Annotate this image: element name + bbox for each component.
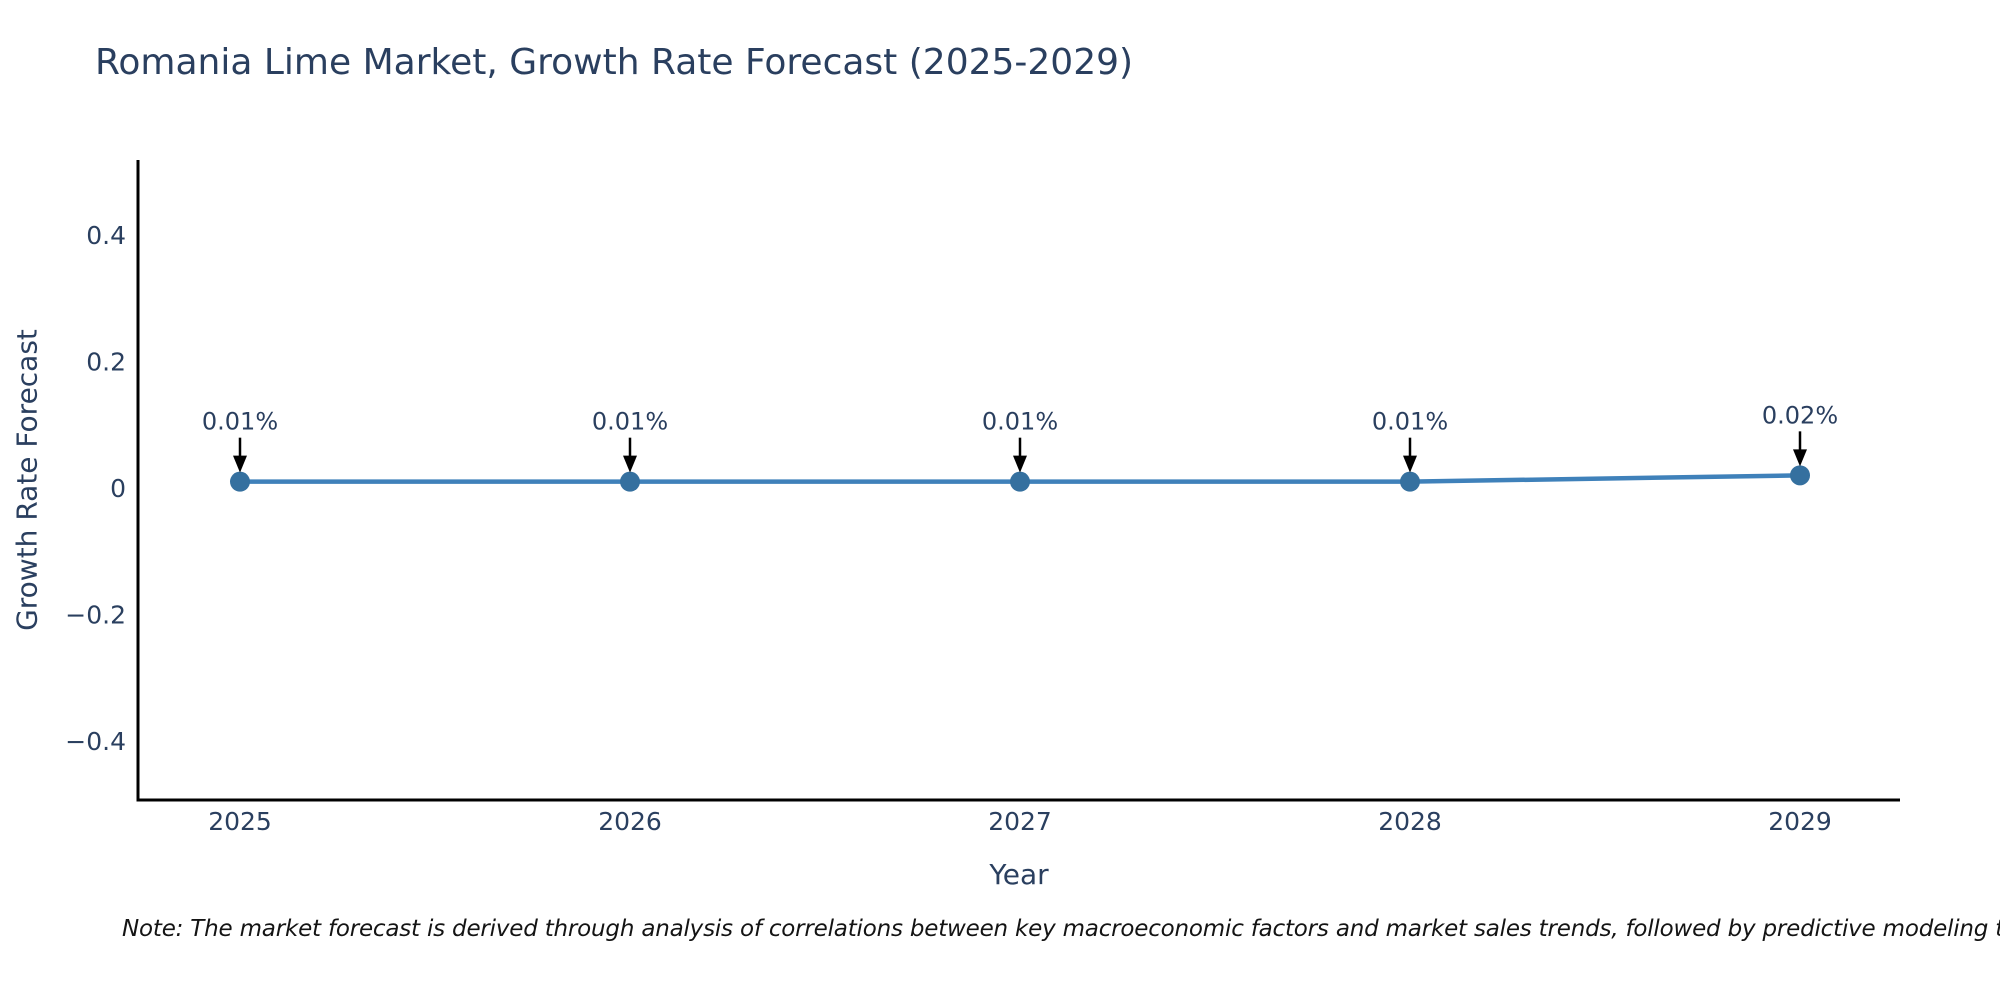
x-tick-label-2025: 2025	[208, 807, 272, 836]
annotation-arrowhead-2027	[1013, 455, 1027, 473]
annotation-arrowhead-2029	[1793, 449, 1807, 467]
data-point-2028[interactable]	[1400, 471, 1420, 492]
x-axis-title: Year	[989, 858, 1049, 891]
y-tick-label-−0.4: −0.4	[65, 727, 126, 756]
y-tick-label-−0.2: −0.2	[65, 601, 126, 630]
annotation-label-2027: 0.01%	[982, 408, 1058, 436]
annotation-label-2029: 0.02%	[1762, 401, 1838, 429]
chart-title: Romania Lime Market, Growth Rate Forecas…	[95, 42, 1134, 83]
data-point-2026[interactable]	[620, 471, 640, 492]
annotation-label-2026: 0.01%	[592, 408, 668, 436]
annotation-arrowhead-2026	[623, 455, 637, 473]
annotation-arrowhead-2028	[1403, 455, 1417, 473]
y-tick-label-0.4: 0.4	[86, 221, 126, 250]
x-tick-label-2026: 2026	[598, 807, 662, 836]
data-point-2027[interactable]	[1010, 471, 1030, 492]
x-tick-label-2028: 2028	[1378, 807, 1442, 836]
data-point-2029[interactable]	[1790, 465, 1810, 486]
annotation-arrowhead-2025	[233, 455, 247, 473]
y-axis-title: Growth Rate Forecast	[10, 329, 44, 631]
x-tick-label-2029: 2029	[1768, 807, 1832, 836]
annotation-label-2025: 0.01%	[202, 408, 278, 436]
data-point-2025[interactable]	[230, 471, 250, 492]
annotation-label-2028: 0.01%	[1372, 408, 1448, 436]
footnote: Note: The market forecast is derived thr…	[122, 916, 2000, 942]
y-tick-label-0: 0	[110, 474, 126, 503]
y-tick-label-0.2: 0.2	[86, 348, 126, 377]
x-tick-label-2027: 2027	[988, 807, 1052, 836]
